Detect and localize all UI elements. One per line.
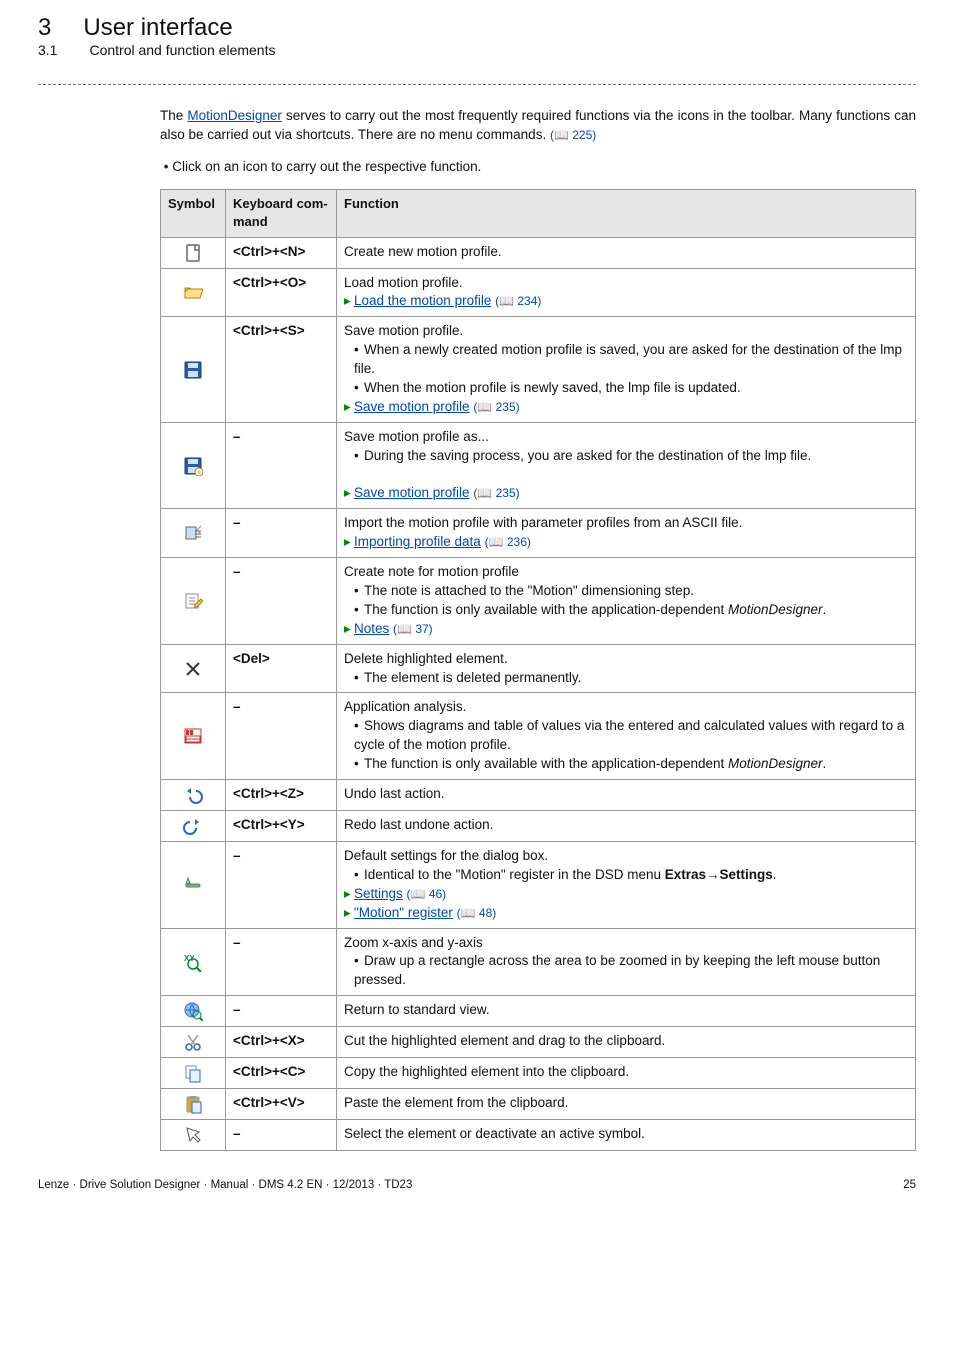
table-row: –Import the motion profile with paramete… xyxy=(161,509,916,558)
page-ref[interactable]: (📖 37) xyxy=(393,622,433,636)
keyboard-shortcut: <Del> xyxy=(226,644,337,693)
intro-prefix: The xyxy=(160,108,187,123)
new-icon[interactable] xyxy=(161,237,226,268)
table-row: –Create note for motion profile•The note… xyxy=(161,558,916,645)
keyboard-shortcut: – xyxy=(226,996,337,1027)
undo-icon[interactable] xyxy=(161,780,226,811)
footer-page: 25 xyxy=(903,1179,916,1191)
keyboard-shortcut: – xyxy=(226,509,337,558)
intro-paragraph: The MotionDesigner serves to carry out t… xyxy=(160,107,916,145)
keyboard-shortcut: <Ctrl>+<O> xyxy=(226,268,337,317)
page-ref[interactable]: (📖 235) xyxy=(473,486,519,500)
open-icon[interactable] xyxy=(161,268,226,317)
function-description: Load motion profile.▸Load the motion pro… xyxy=(337,268,916,317)
doc-link[interactable]: "Motion" register xyxy=(354,905,453,920)
table-row: –Select the element or deactivate an act… xyxy=(161,1120,916,1151)
page-ref[interactable]: (📖 236) xyxy=(485,535,531,549)
table-row: <Ctrl>+<V>Paste the element from the cli… xyxy=(161,1089,916,1120)
table-row: <Del>Delete highlighted element.•The ele… xyxy=(161,644,916,693)
table-row: –Save motion profile as...•During the sa… xyxy=(161,422,916,509)
section-title: Control and function elements xyxy=(89,42,275,58)
delete-icon[interactable] xyxy=(161,644,226,693)
separator xyxy=(38,84,916,85)
col-symbol: Symbol xyxy=(161,190,226,237)
col-keyboard: Keyboard com-mand xyxy=(226,190,337,237)
keyboard-shortcut: <Ctrl>+<C> xyxy=(226,1058,337,1089)
function-description: Save motion profile.•When a newly create… xyxy=(337,317,916,422)
cut-icon[interactable] xyxy=(161,1027,226,1058)
function-description: Select the element or deactivate an acti… xyxy=(337,1120,916,1151)
function-description: Create note for motion profile•The note … xyxy=(337,558,916,645)
function-description: Zoom x-axis and y-axis•Draw up a rectang… xyxy=(337,928,916,996)
note-icon[interactable] xyxy=(161,558,226,645)
table-row: –Zoom x-axis and y-axis•Draw up a rectan… xyxy=(161,928,916,996)
doc-link[interactable]: Save motion profile xyxy=(354,399,470,414)
keyboard-shortcut: – xyxy=(226,928,337,996)
function-description: Copy the highlighted element into the cl… xyxy=(337,1058,916,1089)
page-ref[interactable]: (📖 235) xyxy=(473,400,519,414)
doc-link[interactable]: Save motion profile xyxy=(354,485,470,500)
keyboard-shortcut: – xyxy=(226,693,337,780)
doc-link[interactable]: Load the motion profile xyxy=(354,293,491,308)
zoomxy-icon[interactable] xyxy=(161,928,226,996)
save-icon[interactable] xyxy=(161,317,226,422)
chapter-number: 3 xyxy=(38,14,51,42)
function-description: Save motion profile as...•During the sav… xyxy=(337,422,916,509)
saveas-icon[interactable] xyxy=(161,422,226,509)
function-description: Application analysis.•Shows diagrams and… xyxy=(337,693,916,780)
table-row: <Ctrl>+<Y>Redo last undone action. xyxy=(161,811,916,842)
motiondesigner-link[interactable]: MotionDesigner xyxy=(187,108,282,123)
settings-icon[interactable] xyxy=(161,842,226,929)
stdview-icon[interactable] xyxy=(161,996,226,1027)
keyboard-shortcut: – xyxy=(226,422,337,509)
intro-pageref[interactable]: (📖 225) xyxy=(550,128,596,142)
keyboard-shortcut: – xyxy=(226,558,337,645)
analysis-icon[interactable] xyxy=(161,693,226,780)
function-description: Create new motion profile. xyxy=(337,237,916,268)
keyboard-shortcut: <Ctrl>+<S> xyxy=(226,317,337,422)
table-row: –Return to standard view. xyxy=(161,996,916,1027)
footer-left: Lenze · Drive Solution Designer · Manual… xyxy=(38,1179,412,1191)
table-row: <Ctrl>+<S>Save motion profile.•When a ne… xyxy=(161,317,916,422)
copy-icon[interactable] xyxy=(161,1058,226,1089)
chapter-title: User interface xyxy=(83,14,232,42)
import-icon[interactable] xyxy=(161,509,226,558)
page-ref[interactable]: (📖 48) xyxy=(457,906,497,920)
doc-link[interactable]: Importing profile data xyxy=(354,534,481,549)
page-ref[interactable]: (📖 234) xyxy=(495,294,541,308)
intro-bullet-text: Click on an icon to carry out the respec… xyxy=(172,159,481,174)
function-description: Default settings for the dialog box.•Ide… xyxy=(337,842,916,929)
doc-link[interactable]: Settings xyxy=(354,886,403,901)
doc-link[interactable]: Notes xyxy=(354,621,389,636)
table-row: <Ctrl>+<N>Create new motion profile. xyxy=(161,237,916,268)
paste-icon[interactable] xyxy=(161,1089,226,1120)
redo-icon[interactable] xyxy=(161,811,226,842)
function-description: Redo last undone action. xyxy=(337,811,916,842)
function-description: Paste the element from the clipboard. xyxy=(337,1089,916,1120)
function-description: Return to standard view. xyxy=(337,996,916,1027)
keyboard-shortcut: <Ctrl>+<Z> xyxy=(226,780,337,811)
select-icon[interactable] xyxy=(161,1120,226,1151)
shortcut-table: Symbol Keyboard com-mand Function <Ctrl>… xyxy=(160,189,916,1151)
keyboard-shortcut: <Ctrl>+<V> xyxy=(226,1089,337,1120)
page-ref[interactable]: (📖 46) xyxy=(407,887,447,901)
keyboard-shortcut: – xyxy=(226,1120,337,1151)
section-number: 3.1 xyxy=(38,42,57,58)
function-description: Import the motion profile with parameter… xyxy=(337,509,916,558)
keyboard-shortcut: <Ctrl>+<X> xyxy=(226,1027,337,1058)
col-function: Function xyxy=(337,190,916,237)
table-row: <Ctrl>+<Z>Undo last action. xyxy=(161,780,916,811)
function-description: Delete highlighted element.•The element … xyxy=(337,644,916,693)
intro-bullet: • Click on an icon to carry out the resp… xyxy=(160,158,916,177)
function-description: Undo last action. xyxy=(337,780,916,811)
keyboard-shortcut: – xyxy=(226,842,337,929)
keyboard-shortcut: <Ctrl>+<Y> xyxy=(226,811,337,842)
table-row: <Ctrl>+<C>Copy the highlighted element i… xyxy=(161,1058,916,1089)
table-row: <Ctrl>+<X>Cut the highlighted element an… xyxy=(161,1027,916,1058)
keyboard-shortcut: <Ctrl>+<N> xyxy=(226,237,337,268)
function-description: Cut the highlighted element and drag to … xyxy=(337,1027,916,1058)
table-row: <Ctrl>+<O>Load motion profile.▸Load the … xyxy=(161,268,916,317)
table-row: –Default settings for the dialog box.•Id… xyxy=(161,842,916,929)
table-row: –Application analysis.•Shows diagrams an… xyxy=(161,693,916,780)
